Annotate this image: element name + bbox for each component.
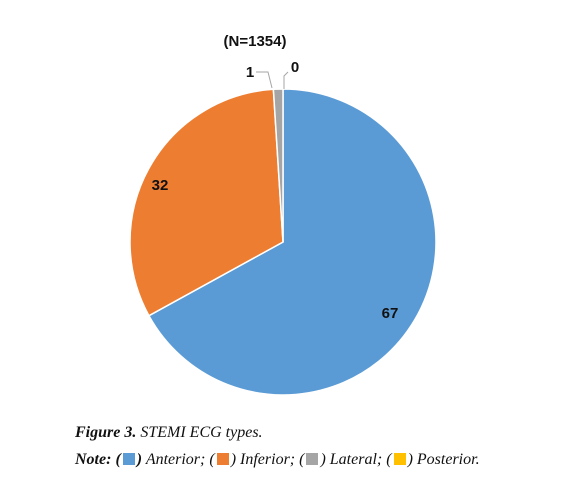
legend-entry-lateral: () Lateral; [299,451,383,468]
legend-label-posterior: Posterior. [416,451,480,468]
legend-swatch-lateral [306,453,319,465]
slice-label-inferior: 32 [152,177,169,194]
legend-entry-posterior: () Posterior. [386,451,480,468]
slice-label-lateral: 1 [246,64,254,81]
legend-note: Note: () Anterior; () Inferior; () Later… [75,451,480,469]
pie-slice-anterior [147,88,437,396]
chart-title: (N=1354) [224,33,287,50]
pie-chart: (N=1354) 67 32 1 0 [129,33,437,396]
slice-label-anterior: 67 [382,305,399,322]
pie-slice-lateral [272,88,284,243]
legend-label-lateral: Lateral; [329,451,383,468]
leader-line-lateral [256,71,273,89]
legend-entry-anterior: () Anterior; [115,451,206,468]
slice-labels: 67 32 1 0 [152,59,399,322]
pie-slices [129,88,437,396]
pie-slice-inferior [129,88,284,317]
slice-label-posterior: 0 [291,59,299,76]
legend-label-inferior: Inferior; [240,451,296,468]
note-lead: Note: [75,451,112,468]
legend-label-anterior: Anterior; [145,451,206,468]
figure-caption-text: STEMI ECG types. [140,424,263,441]
leader-line-posterior [283,71,289,89]
figure-label: Figure 3. [75,424,137,441]
legend-swatch-posterior [393,453,406,465]
figure-caption: Figure 3. STEMI ECG types. [75,424,263,442]
legend-swatch-inferior [216,453,229,465]
legend-swatch-anterior [122,453,135,465]
legend-entry-inferior: () Inferior; [209,451,296,468]
